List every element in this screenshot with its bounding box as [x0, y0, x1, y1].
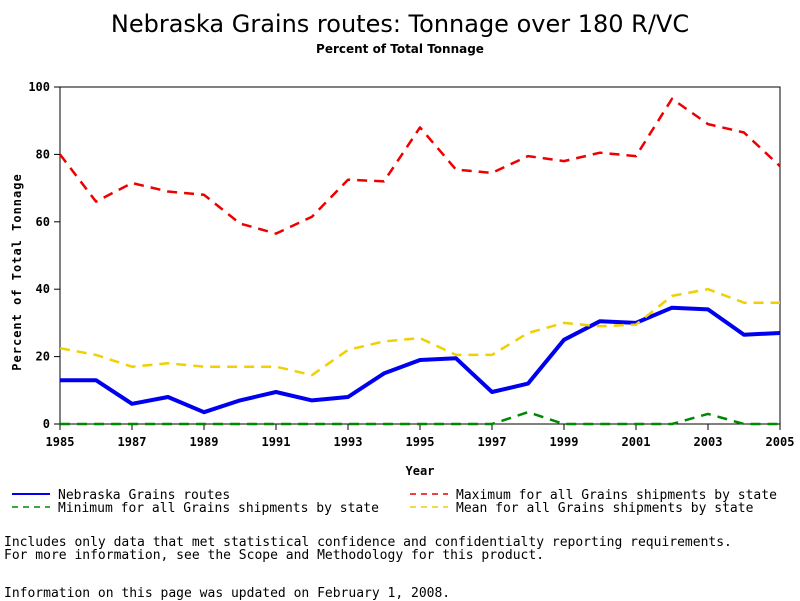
x-tick-label: 2001: [622, 435, 651, 449]
x-axis-label: Year: [406, 464, 435, 478]
x-tick-label: 1999: [550, 435, 579, 449]
plot-area-frame: [59, 86, 781, 425]
x-tick-label: 1997: [478, 435, 507, 449]
legend: Nebraska Grains routes Maximum for all Gr…: [12, 488, 777, 516]
series-line-0: [60, 305, 781, 415]
y-tick-label: 40: [36, 282, 50, 296]
y-axis: 0 20 40 60 80 100: [28, 80, 60, 431]
footnote-updated: Information on this page was updated on …: [4, 586, 451, 601]
x-tick-label: 1987: [118, 435, 147, 449]
y-tick-label: 100: [28, 80, 50, 94]
legend-label-0: Nebraska Grains routes: [58, 488, 230, 503]
x-tick-label: 1995: [406, 435, 435, 449]
legend-label-3: Mean for all Grains shipments by state: [456, 501, 754, 516]
series-line-3: [59, 287, 780, 377]
x-tick-label: 1991: [262, 435, 291, 449]
y-tick-label: 20: [36, 350, 50, 364]
y-axis-label: Percent of Total Tonnage: [10, 173, 24, 370]
x-tick-label: 1989: [190, 435, 219, 449]
x-tick-label: 2005: [766, 435, 795, 449]
x-tick-label: 2003: [694, 435, 723, 449]
x-tick-label: 1993: [334, 435, 363, 449]
series-lines: [59, 97, 781, 426]
chart-title: Nebraska Grains routes: Tonnage over 180…: [111, 10, 689, 38]
chart-subtitle: Percent of Total Tonnage: [316, 42, 484, 56]
footnote-confidence: Includes only data that met statistical …: [4, 535, 732, 550]
series-line-1: [59, 97, 781, 235]
legend-label-1: Maximum for all Grains shipments by stat…: [456, 488, 777, 503]
y-tick-label: 80: [36, 147, 50, 161]
legend-label-2: Minimum for all Grains shipments by stat…: [58, 501, 379, 516]
footnote-methodology: For more information, see the Scope and …: [4, 548, 545, 563]
y-tick-label: 0: [43, 417, 50, 431]
x-tick-label: 1985: [46, 435, 75, 449]
series-line-2: [60, 410, 780, 426]
x-axis: 1985 1987 1989 1991 1993 1995 1997 1999 2001 2003…: [46, 424, 795, 449]
y-tick-label: 60: [36, 215, 50, 229]
